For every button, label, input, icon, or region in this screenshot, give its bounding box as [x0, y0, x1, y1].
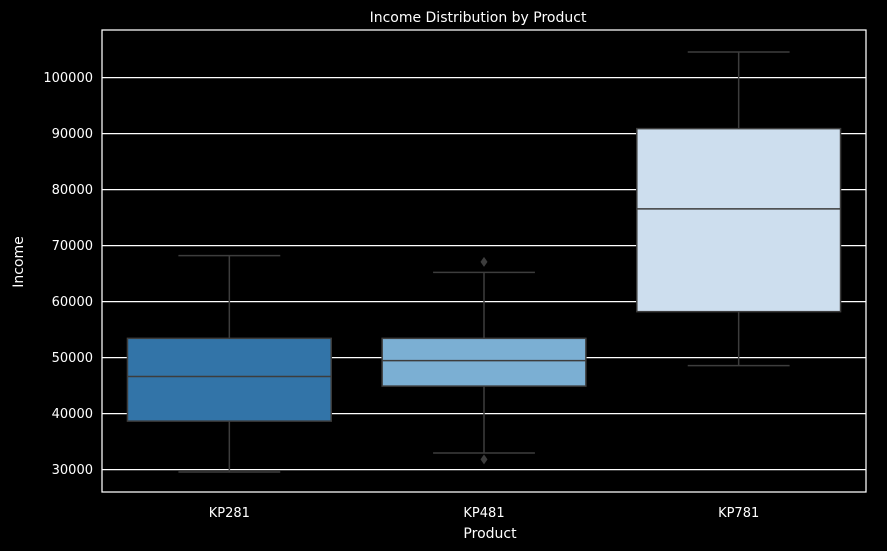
- boxes: [126, 51, 842, 473]
- outlier-point: [480, 454, 488, 465]
- tick-labels: 30000 40000 50000 60000 70000 80000 90000 10000…: [43, 71, 759, 521]
- box-body: [636, 127, 842, 313]
- box-body: [381, 337, 587, 387]
- x-axis-label: Product: [463, 526, 517, 542]
- y-tick-label: 70000: [52, 239, 93, 254]
- x-tick-label: KP281: [209, 506, 250, 521]
- x-tick-label: KP781: [718, 506, 759, 521]
- y-tick-label: 80000: [52, 183, 93, 198]
- y-axis-label: Income: [11, 236, 27, 288]
- box-kp481: [381, 256, 587, 465]
- box-body: [126, 337, 332, 422]
- box-kp781: [636, 51, 842, 367]
- chart-title: Income Distribution by Product: [370, 10, 587, 26]
- x-tick-label: KP481: [463, 506, 504, 521]
- y-tick-label: 60000: [52, 295, 93, 310]
- y-tick-label: 100000: [43, 71, 93, 86]
- y-tick-label: 30000: [52, 463, 93, 478]
- y-tick-label: 40000: [52, 407, 93, 422]
- y-tick-label: 90000: [52, 127, 93, 142]
- box-kp281: [126, 254, 332, 473]
- outlier-point: [480, 256, 488, 267]
- y-tick-label: 50000: [52, 351, 93, 366]
- plot-frame: [101, 29, 867, 493]
